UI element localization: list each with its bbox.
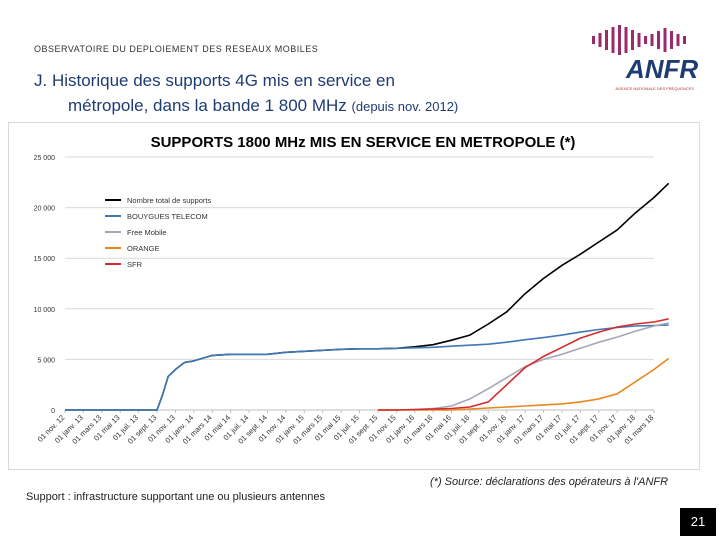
y-tick-label: 10 000 <box>34 307 56 314</box>
legend-label: Free Mobile <box>127 228 167 237</box>
logo-bar <box>618 25 621 55</box>
logo-bar <box>637 33 641 47</box>
page-title: J. Historique des supports 4G mis en ser… <box>34 68 594 119</box>
logo-bar <box>663 28 667 52</box>
logo-bar <box>598 33 602 47</box>
legend-label: SFR <box>127 260 143 269</box>
page-number: 21 <box>680 508 716 536</box>
logo-bar <box>683 36 686 44</box>
logo-bar <box>624 27 628 53</box>
series-line <box>65 324 669 411</box>
logo-signal-bars-icon <box>592 25 686 55</box>
chart-title: SUPPORTS 1800 MHz MIS EN SERVICE EN METR… <box>151 134 576 151</box>
logo-bar <box>670 31 673 49</box>
logo-bar <box>676 34 680 46</box>
logo-bar <box>592 36 595 44</box>
title-line-2: métropole, dans la bande 1 800 MHz <box>68 96 347 115</box>
logo-text: ANFR <box>626 54 699 84</box>
title-line-1: J. Historique des supports 4G mis en ser… <box>34 71 395 90</box>
logo-bar <box>650 34 654 46</box>
series-line <box>377 322 669 411</box>
anfr-logo: ANFR AGENCE NATIONALE DES FRÉQUENCES <box>588 24 698 94</box>
logo-tagline: AGENCE NATIONALE DES FRÉQUENCES <box>615 86 694 91</box>
logo-bar <box>631 30 634 50</box>
series-line <box>377 357 670 411</box>
y-tick-label: 15 000 <box>34 256 56 263</box>
support-definition: Support : infrastructure supportant une … <box>26 491 326 503</box>
legend-label: BOUYGUES TELECOM <box>127 212 208 221</box>
logo-bar <box>657 31 660 49</box>
series-line <box>377 318 669 411</box>
source-footnote: (*) Source: déclarations des opérateurs … <box>430 476 669 488</box>
legend-label: ORANGE <box>127 244 160 253</box>
y-tick-label: 25 000 <box>34 155 56 162</box>
chart-container: SUPPORTS 1800 MHz MIS EN SERVICE EN METR… <box>8 122 700 470</box>
header-subtitle: OBSERVATOIRE DU DEPLOIEMENT DES RESEAUX … <box>34 44 319 54</box>
logo-bar <box>611 27 615 53</box>
y-tick-label: 5 000 <box>37 357 55 364</box>
title-suffix: (depuis nov. 2012) <box>351 99 459 114</box>
legend-label: Nombre total de supports <box>127 196 211 205</box>
y-tick-label: 0 <box>51 408 55 415</box>
logo-bar <box>644 36 647 44</box>
logo-bar <box>605 30 608 50</box>
y-tick-label: 20 000 <box>34 206 56 213</box>
line-chart: SUPPORTS 1800 MHz MIS EN SERVICE EN METR… <box>34 134 670 446</box>
